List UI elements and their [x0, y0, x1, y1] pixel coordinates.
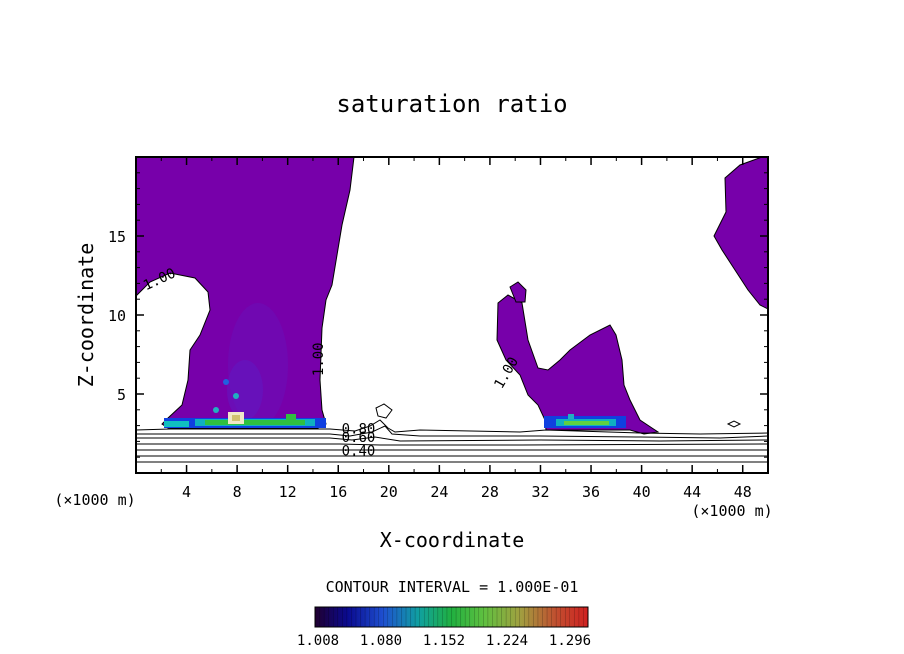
colorbar-gradient	[314, 606, 589, 628]
x-axis: 4 8 12 16 20 24 28 32 36 40 44 48	[160, 157, 752, 501]
colorbar-tick-label: 1.080	[360, 633, 402, 649]
y-axis-label: Z-coordinate	[74, 243, 98, 388]
contour-label: 0.80	[342, 422, 376, 438]
x-unit-right: (×1000 m)	[691, 502, 772, 520]
supersaturated-blob-small	[509, 281, 527, 303]
x-tick-label: 36	[582, 483, 600, 501]
colorbar-tick-label: 1.224	[486, 633, 528, 649]
chart-title: saturation ratio	[336, 90, 567, 118]
x-tick-label: 48	[734, 483, 752, 501]
x-tick-label: 32	[531, 483, 549, 501]
supersaturated-region-center	[496, 294, 660, 435]
x-tick-label: 28	[481, 483, 499, 501]
contour-interval-text: CONTOUR INTERVAL = 1.000E-01	[326, 578, 579, 596]
y-tick-label: 5	[117, 386, 126, 404]
cloud-base-strip-center	[544, 414, 626, 428]
contour-label: 0.40	[342, 444, 376, 460]
y-tick-label: 15	[108, 228, 126, 246]
x-tick-label: 44	[683, 483, 701, 501]
plot-area	[136, 157, 768, 463]
contour-label: 1.00	[491, 354, 522, 391]
supersaturated-region-left	[136, 157, 355, 429]
supersaturated-region-right	[713, 157, 768, 310]
x-tick-label: 40	[633, 483, 651, 501]
core-shading-2	[227, 360, 263, 420]
colorbar-tick-label: 1.296	[549, 633, 591, 649]
x-axis-label: X-coordinate	[380, 528, 525, 552]
contour-lines	[136, 403, 768, 463]
core-shading	[228, 303, 288, 427]
colorbar-tick-label: 1.008	[297, 633, 339, 649]
y-axis: 5 10 15	[108, 172, 768, 458]
x-tick-label: 16	[329, 483, 347, 501]
x-tick-label: 4	[182, 483, 191, 501]
colorbar-tick-label: 1.152	[423, 633, 465, 649]
x-unit-left: (×1000 m)	[54, 491, 135, 509]
x-tick-label: 8	[233, 483, 242, 501]
y-tick-label: 10	[108, 307, 126, 325]
contour-label: 0.60	[342, 430, 376, 446]
x-tick-label: 20	[380, 483, 398, 501]
colorbar-stripes	[314, 607, 589, 627]
x-tick-label: 24	[430, 483, 448, 501]
cloud-base-strip-left	[164, 379, 326, 428]
x-tick-label: 12	[279, 483, 297, 501]
colorbar-labels: 1.008 1.080 1.152 1.224 1.296	[297, 633, 591, 649]
contour-label: 1.00	[311, 342, 327, 376]
colorbar: 1.008 1.080 1.152 1.224 1.296	[297, 606, 591, 649]
